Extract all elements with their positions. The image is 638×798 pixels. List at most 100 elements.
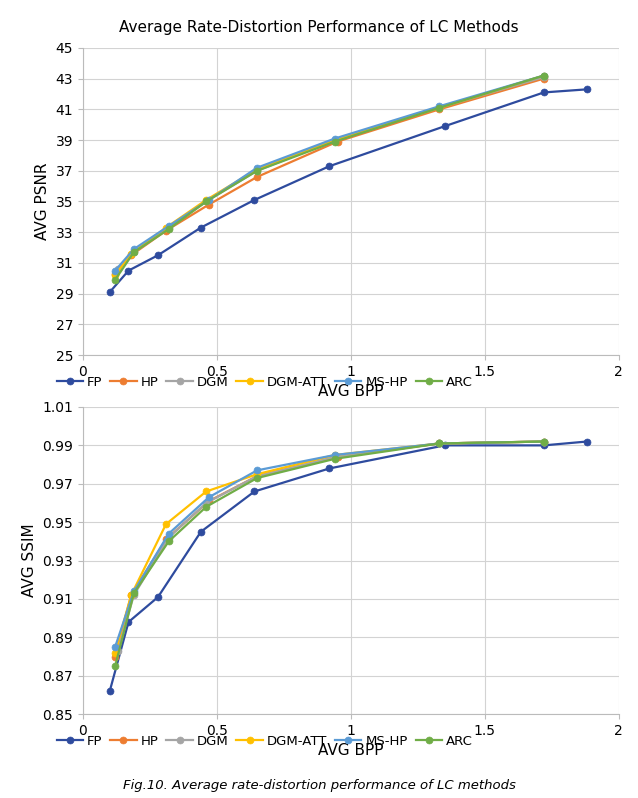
Line: ARC: ARC (112, 438, 547, 670)
HP (436, 105, 443, 114)
FP (124, 266, 132, 275)
FP (251, 487, 258, 496)
HP (253, 172, 261, 182)
Line: FP: FP (107, 86, 590, 295)
FP (583, 85, 591, 94)
ARC (165, 224, 172, 234)
FP (441, 121, 449, 131)
HP (111, 269, 119, 279)
DGM (130, 591, 138, 600)
FP (583, 437, 591, 446)
DGM (253, 166, 261, 176)
HP (111, 652, 119, 662)
FP (197, 223, 205, 232)
MS-HP (331, 134, 339, 144)
DGM-ATT (202, 196, 210, 205)
DGM (331, 452, 339, 462)
ARC (331, 136, 339, 146)
DGM (253, 472, 261, 481)
DGM-ATT (331, 135, 339, 145)
ARC (253, 473, 261, 483)
DGM-ATT (436, 103, 443, 113)
FP (106, 686, 114, 696)
HP (162, 226, 170, 235)
DGM (114, 264, 122, 274)
FP (154, 592, 162, 602)
ARC (436, 439, 443, 448)
FP (197, 527, 205, 536)
X-axis label: AVG BPP: AVG BPP (318, 744, 383, 758)
DGM-ATT (111, 271, 119, 280)
MS-HP (205, 492, 212, 502)
Line: HP: HP (112, 438, 547, 660)
MS-HP (111, 642, 119, 652)
X-axis label: AVG BPP: AVG BPP (318, 385, 383, 399)
Legend: FP, HP, DGM, DGM-ATT, MS-HP, ARC: FP, HP, DGM, DGM-ATT, MS-HP, ARC (51, 729, 479, 753)
Line: MS-HP: MS-HP (112, 72, 547, 274)
HP (334, 452, 341, 462)
MS-HP (130, 244, 138, 254)
DGM (165, 533, 172, 543)
Line: DGM-ATT: DGM-ATT (112, 438, 547, 656)
DGM (436, 103, 443, 113)
ARC (540, 437, 547, 446)
MS-HP (540, 437, 547, 446)
ARC (111, 662, 119, 671)
ARC (165, 536, 172, 546)
DGM-ATT (253, 469, 261, 479)
MS-HP (205, 196, 212, 205)
DGM-ATT (202, 487, 210, 496)
Line: DGM: DGM (114, 73, 547, 273)
FP (106, 287, 114, 297)
ARC (540, 71, 547, 81)
MS-HP (253, 163, 261, 172)
Line: ARC: ARC (112, 72, 547, 283)
DGM (436, 439, 443, 448)
FP (540, 88, 547, 97)
MS-HP (436, 101, 443, 111)
DGM-ATT (540, 437, 547, 446)
MS-HP (130, 587, 138, 596)
FP (124, 618, 132, 627)
DGM-ATT (436, 439, 443, 448)
MS-HP (111, 266, 119, 275)
FP (154, 251, 162, 260)
MS-HP (253, 465, 261, 475)
Line: DGM: DGM (114, 438, 547, 654)
DGM (540, 73, 547, 82)
Line: MS-HP: MS-HP (112, 438, 547, 650)
MS-HP (540, 71, 547, 81)
ARC (331, 454, 339, 464)
HP (253, 472, 261, 481)
ARC (130, 247, 138, 257)
DGM (540, 437, 547, 446)
Line: DGM-ATT: DGM-ATT (112, 72, 547, 279)
ARC (436, 103, 443, 113)
Text: Average Rate-Distortion Performance of LC Methods: Average Rate-Distortion Performance of L… (119, 20, 519, 35)
DGM (202, 196, 210, 206)
DGM (165, 223, 172, 232)
ARC (130, 588, 138, 598)
HP (162, 535, 170, 544)
DGM-ATT (540, 71, 547, 81)
Y-axis label: AVG PSNR: AVG PSNR (35, 163, 50, 240)
FP (540, 440, 547, 450)
ARC (202, 502, 210, 512)
DGM-ATT (128, 591, 135, 600)
DGM-ATT (253, 164, 261, 174)
DGM-ATT (331, 450, 339, 460)
HP (540, 437, 547, 446)
Line: HP: HP (112, 75, 547, 277)
MS-HP (165, 529, 172, 539)
HP (205, 496, 212, 506)
ARC (253, 166, 261, 176)
HP (205, 200, 212, 209)
HP (540, 74, 547, 84)
DGM (114, 646, 122, 656)
HP (128, 591, 135, 600)
DGM (130, 247, 138, 257)
FP (325, 464, 333, 473)
MS-HP (165, 221, 172, 231)
FP (251, 196, 258, 205)
DGM-ATT (162, 519, 170, 529)
